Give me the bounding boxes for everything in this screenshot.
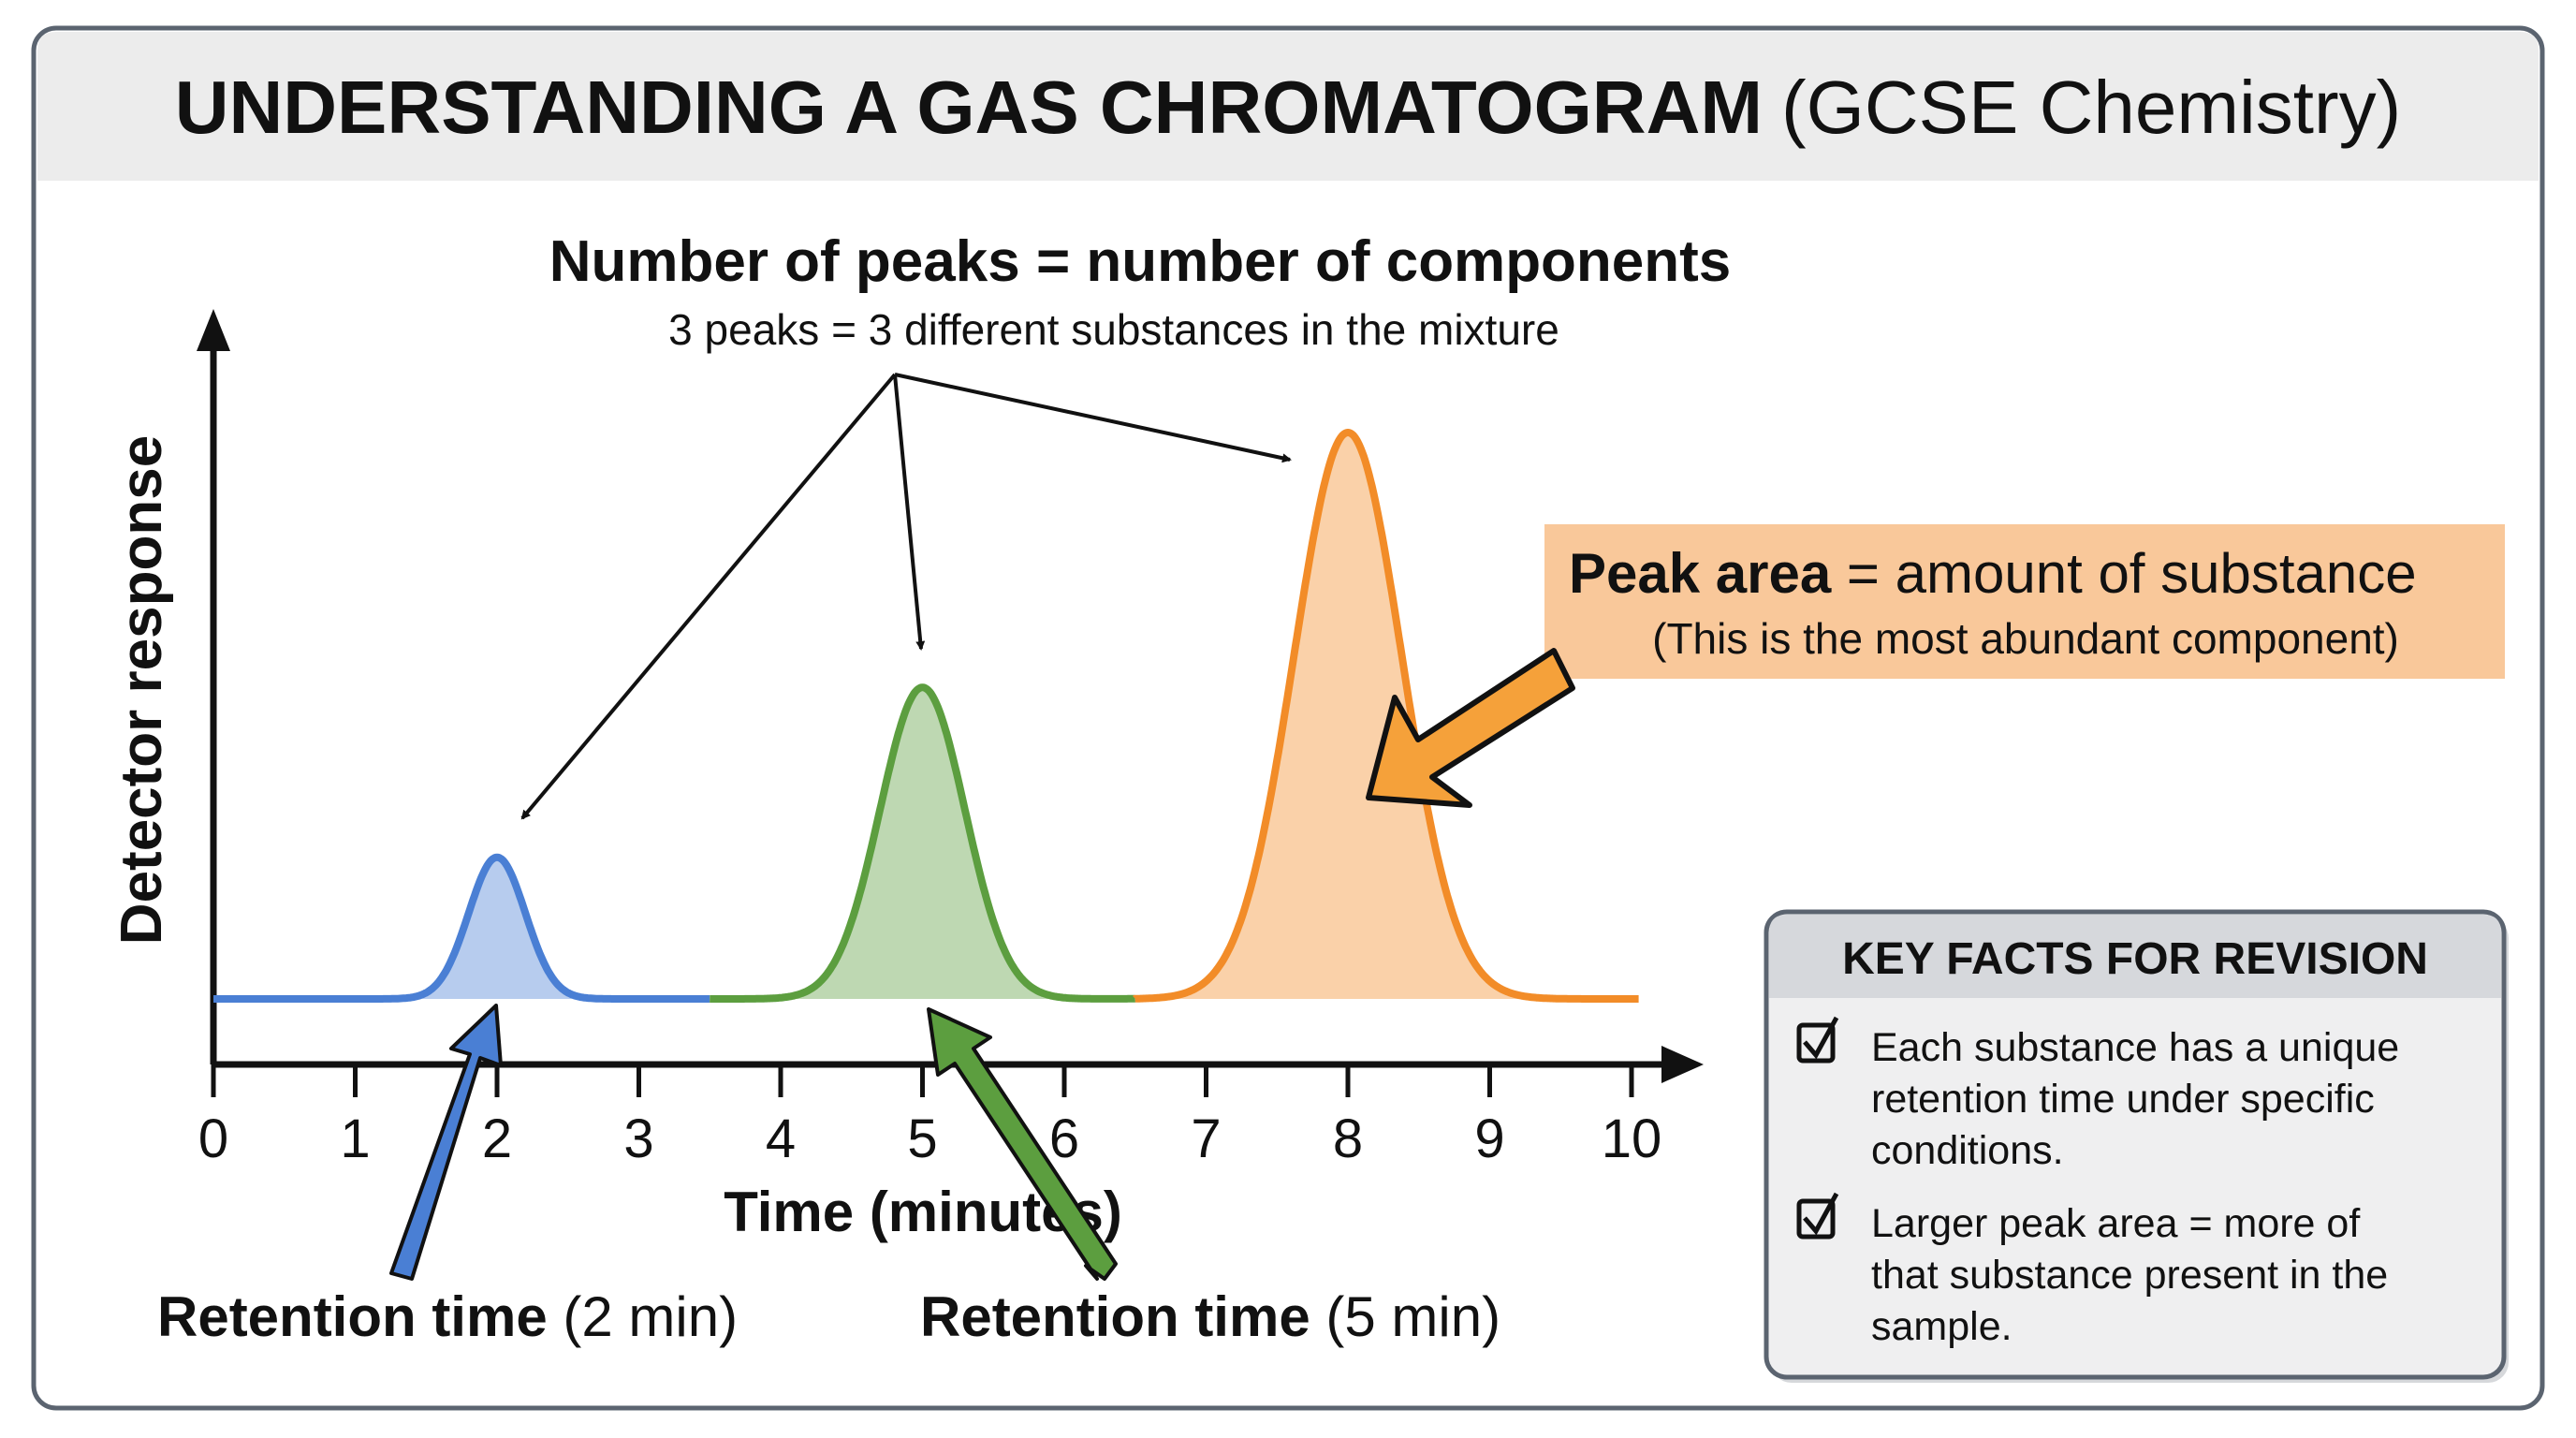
- peak-pointer-arrows: [520, 373, 1292, 820]
- x-tick-label: 10: [1602, 1108, 1662, 1169]
- x-axis-arrowhead: [1661, 1046, 1704, 1083]
- retention-arrow-blue: [389, 1004, 503, 1281]
- peak-fill-1: [383, 857, 611, 999]
- x-tick-label: 0: [198, 1108, 228, 1169]
- x-tick-label: 6: [1049, 1108, 1079, 1169]
- retention-arrow-green: [927, 1007, 1118, 1281]
- x-tick-label: 5: [907, 1108, 937, 1169]
- checkbox-checked-icon: [1796, 1192, 1839, 1240]
- key-fact-line: conditions.: [1871, 1128, 2064, 1173]
- x-tick-label: 8: [1333, 1108, 1363, 1169]
- retention-label-5min: Retention time (5 min): [920, 1285, 1500, 1348]
- arrow-to-peak-3: [894, 373, 1292, 463]
- key-fact-line: retention time under specific: [1871, 1077, 2375, 1122]
- arrow-to-peak-1: [520, 373, 897, 820]
- checkbox-checked-icon: [1796, 1016, 1839, 1064]
- peak-fill-2: [752, 687, 1093, 999]
- key-facts-header: [1769, 915, 2501, 998]
- peaks-subheading: 3 peaks = 3 different substances in the …: [668, 305, 1559, 354]
- peak-line-2: [706, 683, 1138, 1003]
- x-tick-label: 2: [482, 1108, 512, 1169]
- page-title: UNDERSTANDING A GAS CHROMATOGRAM (GCSE Ch…: [175, 66, 2402, 149]
- peak-fill-3: [1134, 433, 1564, 999]
- key-facts-heading: KEY FACTS FOR REVISION: [1842, 934, 2428, 984]
- key-fact-line: Each substance has a unique: [1871, 1025, 2399, 1070]
- key-fact-line: that substance present in the: [1871, 1253, 2388, 1298]
- key-fact-line: sample.: [1871, 1304, 2012, 1349]
- arrow-to-peak-2: [893, 374, 926, 651]
- peak-line-1: [211, 853, 712, 1003]
- title-band: [37, 32, 2539, 181]
- x-tick-label: 4: [766, 1108, 796, 1169]
- peak-area-arrow: [1366, 648, 1575, 808]
- peak-line-3: [1131, 429, 1642, 1003]
- retention-label-2min: Retention time (2 min): [157, 1285, 738, 1348]
- x-tick-label: 9: [1474, 1108, 1504, 1169]
- x-tick-label: 7: [1191, 1108, 1221, 1169]
- peaks-heading: Number of peaks = number of components: [549, 229, 1732, 294]
- peak-area-note-box: [1544, 524, 2505, 679]
- key-fact-line: Larger peak area = more of: [1871, 1201, 2361, 1246]
- x-tick-label: 3: [623, 1108, 653, 1169]
- key-facts-panel: KEY FACTS FOR REVISION Each substance ha…: [1764, 909, 2509, 1383]
- x-tick-label: 1: [340, 1108, 370, 1169]
- peak-area-note: Peak area = amount of substance: [1569, 542, 2417, 605]
- y-axis-arrowhead: [197, 309, 230, 351]
- y-axis-label: Detector response: [110, 435, 174, 945]
- peak-area-subnote: (This is the most abundant component): [1652, 614, 2399, 663]
